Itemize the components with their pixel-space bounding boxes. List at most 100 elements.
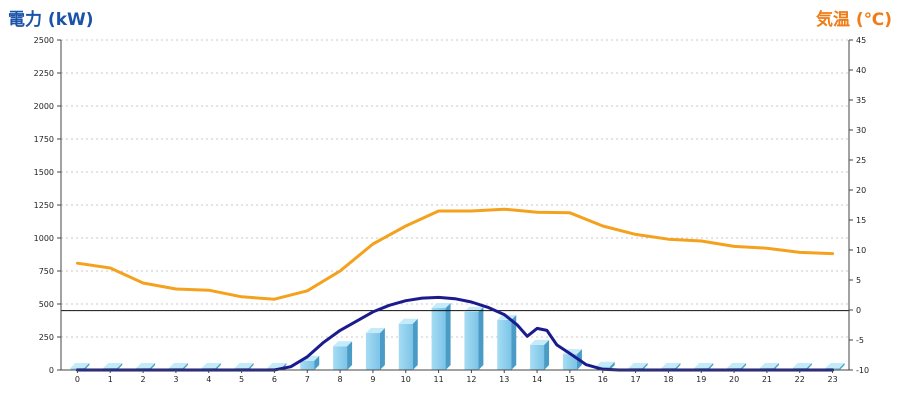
bar-top (365, 328, 385, 334)
y2-tick-label: 20 (856, 186, 866, 195)
y2-tick-label: 40 (856, 66, 866, 75)
y2-tick-label: 45 (856, 36, 866, 45)
bar-side (84, 363, 90, 370)
bar-top (792, 363, 812, 369)
bar-top (759, 363, 779, 369)
bar-side (708, 363, 714, 370)
bar (365, 328, 385, 370)
bar-side (642, 363, 648, 370)
bar-front (365, 333, 380, 370)
x-tick-label: 5 (239, 375, 244, 384)
bar-top (398, 318, 418, 324)
line-series (75, 207, 835, 372)
bar-top (530, 339, 550, 345)
bar (530, 339, 550, 370)
bar-top (595, 361, 615, 367)
bar-side (412, 318, 418, 370)
y2-tick-label: 35 (856, 96, 866, 105)
bar-side (150, 363, 156, 370)
y2-tick-label: 25 (856, 156, 866, 165)
x-tick-label: 21 (762, 375, 772, 384)
x-tick-label: 17 (630, 375, 640, 384)
bar-side (773, 363, 779, 370)
bar-top (694, 363, 714, 369)
bar-top (825, 363, 845, 369)
x-tick-label: 13 (499, 375, 509, 384)
bar (333, 341, 353, 370)
bar-top (103, 363, 123, 369)
bar-top (628, 363, 648, 369)
x-tick-label: 15 (565, 375, 575, 384)
bar-top (168, 363, 188, 369)
bar-side (215, 363, 221, 370)
bar-side (741, 363, 747, 370)
y-tick-label: 0 (49, 366, 54, 375)
bar-top (431, 302, 451, 308)
power-line (75, 295, 835, 372)
y-tick-label: 2500 (34, 36, 54, 45)
y-tick-label: 1250 (34, 201, 54, 210)
bar (464, 306, 484, 370)
x-tick-label: 14 (532, 375, 542, 384)
bar-series (70, 302, 845, 370)
x-tick-label: 11 (433, 375, 443, 384)
y-tick-label: 2000 (34, 102, 54, 111)
bar-top (70, 363, 90, 369)
y2-tick-label: 5 (856, 276, 861, 285)
bar-top (267, 363, 287, 369)
y2-tick-label: 15 (856, 216, 866, 225)
bar-top (136, 363, 156, 369)
y2-tick-label: 10 (856, 246, 866, 255)
y2-tick-label: -5 (856, 336, 864, 345)
left-axis-title: 電力 (kW) (8, 10, 94, 30)
grid-lines (61, 39, 849, 338)
y-tick-label: 2250 (34, 69, 54, 78)
x-tick-label: 7 (305, 375, 310, 384)
bar-side (478, 306, 484, 370)
bar-front (300, 360, 315, 370)
y-tick-label: 750 (39, 267, 54, 276)
bar-side (314, 355, 320, 370)
x-tick-label: 12 (466, 375, 476, 384)
bar-top (727, 363, 747, 369)
x-tick-label: 19 (696, 375, 706, 384)
y-tick-label: 1500 (34, 168, 54, 177)
bar-front (464, 311, 479, 370)
x-tick-label: 4 (206, 375, 211, 384)
bar-side (609, 361, 615, 370)
bar-top (234, 363, 254, 369)
bar-front (398, 323, 413, 370)
bar-side (445, 302, 451, 370)
bar-side (675, 363, 681, 370)
x-tick-label: 9 (370, 375, 375, 384)
bar-top (333, 341, 353, 347)
x-tick-label: 3 (173, 375, 178, 384)
bar (398, 318, 418, 370)
y-tick-label: 500 (39, 300, 54, 309)
temperature-line (75, 207, 835, 301)
bar-front (497, 319, 512, 370)
bar-side (182, 363, 188, 370)
bar-side (347, 341, 353, 370)
bar-side (806, 363, 812, 370)
x-tick-label: 18 (663, 375, 673, 384)
x-tick-label: 22 (795, 375, 805, 384)
y-tick-label: 1000 (34, 234, 54, 243)
bar-front (530, 344, 545, 370)
axes: 02505007501000125015001750200022502500-1… (34, 36, 869, 384)
y2-tick-label: 30 (856, 126, 866, 135)
x-tick-label: 23 (827, 375, 837, 384)
bar-front (333, 346, 348, 370)
y-tick-label: 250 (39, 333, 54, 342)
bar-front (562, 354, 577, 370)
y-tick-label: 1750 (34, 135, 54, 144)
y2-tick-label: -10 (856, 366, 869, 375)
bar-side (544, 339, 550, 370)
x-tick-label: 8 (338, 375, 343, 384)
bar-front (431, 307, 446, 370)
bar-side (511, 314, 517, 370)
bar-top (661, 363, 681, 369)
x-tick-label: 0 (75, 375, 80, 384)
x-tick-label: 10 (401, 375, 411, 384)
